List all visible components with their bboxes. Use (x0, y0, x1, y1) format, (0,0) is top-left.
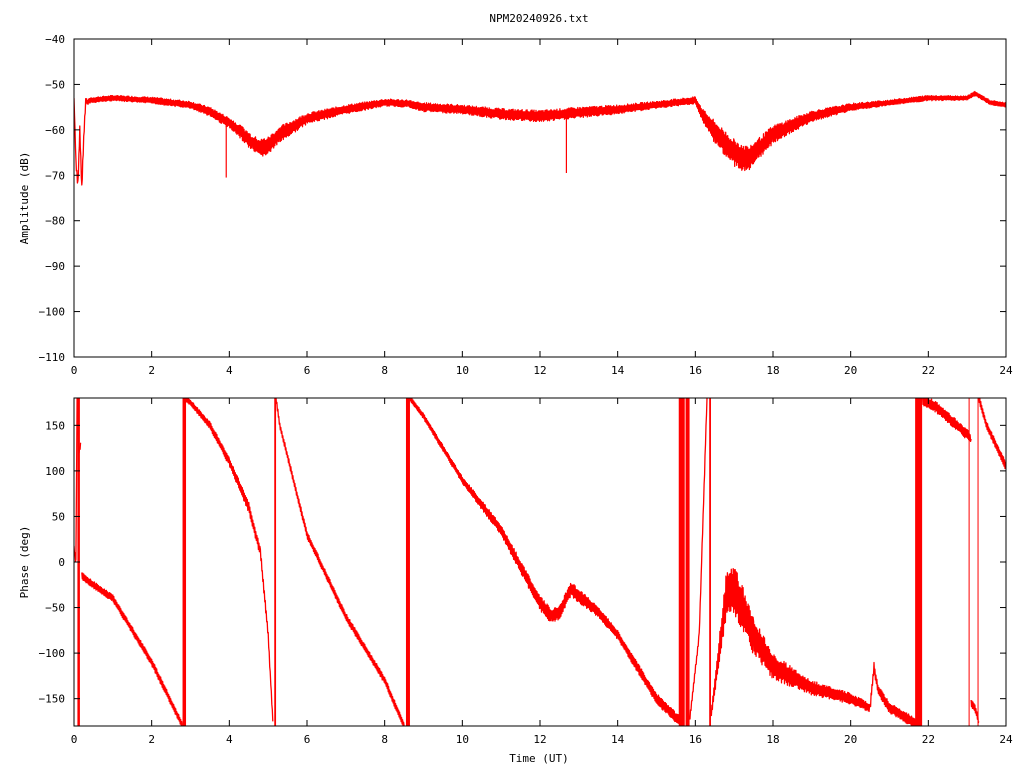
phase-series-segment (689, 398, 708, 720)
amplitude-y-tick-label: −70 (45, 169, 65, 182)
amplitude-x-tick-label: 0 (71, 364, 78, 377)
x-axis-label: Time (UT) (509, 752, 569, 765)
phase-y-tick-label: 0 (58, 556, 65, 569)
amplitude-x-tick-label: 14 (611, 364, 625, 377)
phase-series-segment (184, 398, 274, 722)
phase-plot-area (74, 398, 1006, 726)
phase-x-tick-label: 18 (766, 733, 779, 746)
chart-title: NPM20240926.txt (489, 12, 588, 25)
phase-plot-frame (73, 397, 1007, 727)
amplitude-x-tick-label: 8 (381, 364, 388, 377)
amplitude-plot-frame (73, 38, 1007, 358)
amplitude-x-tick-label: 24 (999, 364, 1013, 377)
amplitude-y-tick-label: −100 (39, 306, 66, 319)
phase-x-tick-label: 12 (533, 733, 546, 746)
amplitude-y-tick-label: −110 (39, 351, 66, 364)
amplitude-x-tick-label: 4 (226, 364, 233, 377)
phase-x-tick-label: 4 (226, 733, 233, 746)
amplitude-y-tick-label: −90 (45, 260, 65, 273)
phase-series-segment (970, 699, 980, 724)
phase-x-tick-label: 24 (999, 733, 1013, 746)
amplitude-axes: 0 2 4 6 8 10 12 14 16 18 20 22 24−110−100−90−80−70−6… (39, 33, 1013, 377)
amplitude-y-tick-label: −60 (45, 124, 65, 137)
phase-x-tick-label: 20 (844, 733, 857, 746)
phase-y-tick-label: 100 (45, 465, 65, 478)
phase-series-segment (275, 398, 405, 726)
amplitude-x-tick-label: 18 (766, 364, 779, 377)
amplitude-y-tick-label: −40 (45, 33, 65, 46)
phase-axes: 0 2 4 6 8 10 12 14 16 18 20 22 24−150−100−5005010015… (39, 398, 1013, 746)
amplitude-x-tick-label: 20 (844, 364, 857, 377)
amplitude-plot-area (74, 90, 1006, 186)
phase-x-tick-label: 8 (381, 733, 388, 746)
phase-series-segment (978, 398, 1006, 470)
amplitude-y-axis-label: Amplitude (dB) (18, 152, 31, 245)
amplitude-y-tick-label: −80 (45, 215, 65, 228)
phase-y-tick-label: 50 (52, 510, 65, 523)
phase-y-tick-label: 150 (45, 419, 65, 432)
phase-series-segment (409, 398, 681, 725)
phase-y-axis-label: Phase (deg) (18, 526, 31, 599)
phase-x-tick-label: 16 (689, 733, 702, 746)
phase-y-tick-label: −150 (39, 693, 66, 706)
phase-series-segment (922, 398, 972, 443)
phase-x-tick-label: 14 (611, 733, 625, 746)
amplitude-x-tick-label: 22 (922, 364, 935, 377)
phase-series-segment (81, 572, 183, 726)
phase-panel: 0 2 4 6 8 10 12 14 16 18 20 22 24−150−100−5005010015… (18, 397, 1013, 765)
phase-series-segment (710, 568, 918, 726)
phase-y-tick-label: −100 (39, 647, 66, 660)
amplitude-panel: 0 2 4 6 8 10 12 14 16 18 20 22 24−110−100−90−80−70−6… (18, 33, 1013, 377)
amplitude-x-tick-label: 12 (533, 364, 546, 377)
amplitude-x-tick-label: 2 (148, 364, 155, 377)
phase-x-tick-label: 6 (304, 733, 311, 746)
phase-x-tick-label: 2 (148, 733, 155, 746)
phase-x-tick-label: 10 (456, 733, 469, 746)
amplitude-x-tick-label: 16 (689, 364, 702, 377)
phase-x-tick-label: 0 (71, 733, 78, 746)
phase-y-tick-label: −50 (45, 602, 65, 615)
amplitude-x-tick-label: 6 (304, 364, 311, 377)
amplitude-series-line (74, 90, 1006, 186)
phase-x-tick-label: 22 (922, 733, 935, 746)
amplitude-y-tick-label: −50 (45, 78, 65, 91)
amplitude-x-tick-label: 10 (456, 364, 469, 377)
